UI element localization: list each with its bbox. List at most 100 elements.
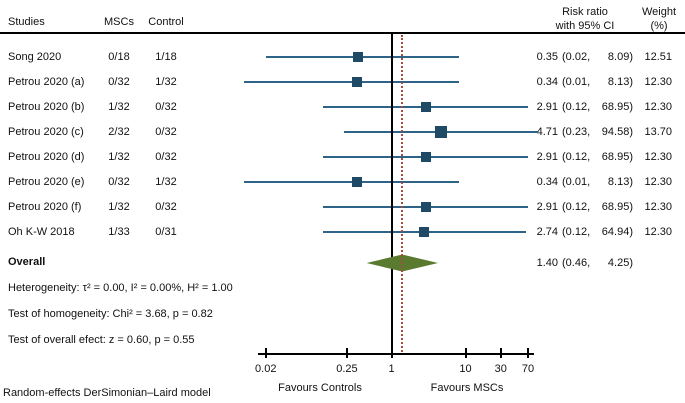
mscs-count: 0/32	[108, 76, 130, 88]
mscs-count: 2/32	[108, 126, 130, 138]
mscs-count: 1/32	[108, 151, 130, 163]
study-label: Petrou 2020 (d)	[8, 151, 85, 163]
effect-square	[351, 177, 362, 187]
weight-value: 12.30	[644, 76, 672, 88]
footer-model-label: Random-effects DerSimonian–Laird model	[3, 387, 211, 399]
effect-square	[351, 77, 362, 87]
study-label: Oh K-W 2018	[8, 226, 75, 238]
rr-estimate: 2.91	[536, 201, 558, 213]
control-count: 0/31	[155, 226, 177, 238]
tick-label: 30	[494, 363, 507, 375]
heterogeneity-stat: Heterogeneity: τ² = 0.00, I² = 0.00%, H²…	[8, 282, 233, 294]
study-label: Petrou 2020 (e)	[8, 176, 85, 188]
ci-lower: (0.12,	[562, 101, 591, 113]
rr-estimate: 0.35	[536, 51, 558, 63]
ci-line	[243, 181, 459, 183]
study-label: Petrou 2020 (c)	[8, 126, 84, 138]
ci-upper: 68.95)	[601, 201, 633, 213]
ci-lower: (0.12,	[562, 226, 591, 238]
ci-upper: 94.58)	[601, 126, 633, 138]
control-count: 1/18	[155, 51, 177, 63]
effect-square	[435, 126, 448, 138]
ci-upper: 64.94)	[601, 226, 633, 238]
rr-estimate: 0.34	[536, 76, 558, 88]
tick-label: 70	[521, 363, 535, 375]
rr-estimate: 2.74	[536, 226, 558, 238]
column-header-risk-ratio-line1: Risk ratio	[562, 6, 608, 18]
ci-upper: 8.09)	[607, 51, 633, 63]
mscs-count: 0/18	[108, 51, 130, 63]
column-header-weight-line2: (%)	[650, 20, 668, 32]
tick-label: 1	[388, 363, 395, 375]
tick-label: 10	[459, 363, 472, 375]
study-label: Petrou 2020 (f)	[8, 201, 82, 213]
ci-upper: 68.95)	[601, 101, 633, 113]
weight-value: 12.51	[644, 51, 672, 63]
column-header-control: Control	[148, 16, 184, 28]
null-effect-line	[390, 34, 393, 355]
ci-lower: (0.02,	[562, 51, 591, 63]
overall-label: Overall	[8, 256, 46, 268]
ci-line	[243, 81, 459, 83]
tick-label: 0.02	[255, 363, 277, 375]
ci-lower: (0.12,	[562, 151, 591, 163]
rr-estimate: 2.91	[536, 101, 558, 113]
tick-label: 0.25	[336, 363, 358, 375]
ci-upper: 8.13)	[607, 76, 633, 88]
overall-effect-test-stat: Test of overall efect: z = 0.60, p = 0.5…	[8, 334, 195, 346]
axis-tick	[390, 348, 393, 358]
rr-estimate: 0.34	[536, 176, 558, 188]
weight-value: 12.30	[644, 201, 672, 213]
overall-estimate: 1.40	[536, 257, 558, 269]
ci-lower: (0.01,	[562, 76, 591, 88]
axis-tick	[527, 348, 530, 358]
ci-upper: 8.13)	[607, 176, 633, 188]
effect-square	[418, 227, 429, 237]
column-header-weight-line1: Weight	[641, 6, 677, 18]
ci-lower: (0.23,	[562, 126, 591, 138]
study-label: Song 2020	[8, 51, 62, 63]
weight-value: 12.30	[644, 151, 672, 163]
axis-tick	[464, 348, 467, 358]
control-count: 0/32	[155, 126, 177, 138]
overall-ci-lower: (0.46,	[562, 257, 591, 269]
overall-ci-upper: 4.25)	[607, 257, 633, 269]
study-label: Petrou 2020 (a)	[8, 76, 85, 88]
mscs-count: 0/32	[108, 176, 130, 188]
control-count: 0/32	[155, 101, 177, 113]
axis-tick	[345, 348, 348, 358]
control-count: 1/32	[155, 76, 177, 88]
effect-square	[352, 52, 363, 62]
study-label: Petrou 2020 (b)	[8, 101, 85, 113]
column-header-mscs: MSCs	[104, 16, 134, 28]
ci-upper: 68.95)	[601, 151, 633, 163]
axis-tick	[264, 348, 267, 358]
effect-square	[420, 152, 431, 162]
column-header-studies: Studies	[8, 16, 45, 28]
axis-tick	[499, 348, 502, 358]
overall-ref-line	[401, 35, 404, 352]
control-count: 0/32	[155, 201, 177, 213]
control-count: 0/32	[155, 151, 177, 163]
weight-value: 12.30	[644, 176, 672, 188]
control-count: 1/32	[155, 176, 177, 188]
mscs-count: 1/32	[108, 101, 130, 113]
column-header-risk-ratio-line2: with 95% CI	[555, 20, 615, 32]
ci-lower: (0.12,	[562, 201, 591, 213]
effect-square	[420, 102, 431, 112]
weight-value: 12.30	[644, 101, 672, 113]
weight-value: 12.30	[644, 226, 672, 238]
favours-mscs-label: Favours MSCs	[430, 382, 504, 394]
rr-estimate: 4.71	[536, 126, 558, 138]
rr-estimate: 2.91	[536, 151, 558, 163]
effect-square	[420, 202, 431, 212]
favours-controls-label: Favours Controls	[278, 382, 362, 394]
weight-value: 13.70	[644, 126, 672, 138]
mscs-count: 1/33	[108, 226, 130, 238]
x-axis	[258, 353, 534, 355]
homogeneity-test-stat: Test of homogeneity: Chi² = 3.68, p = 0.…	[8, 308, 213, 320]
ci-lower: (0.01,	[562, 176, 591, 188]
header-rule	[0, 32, 685, 34]
mscs-count: 1/32	[108, 201, 130, 213]
